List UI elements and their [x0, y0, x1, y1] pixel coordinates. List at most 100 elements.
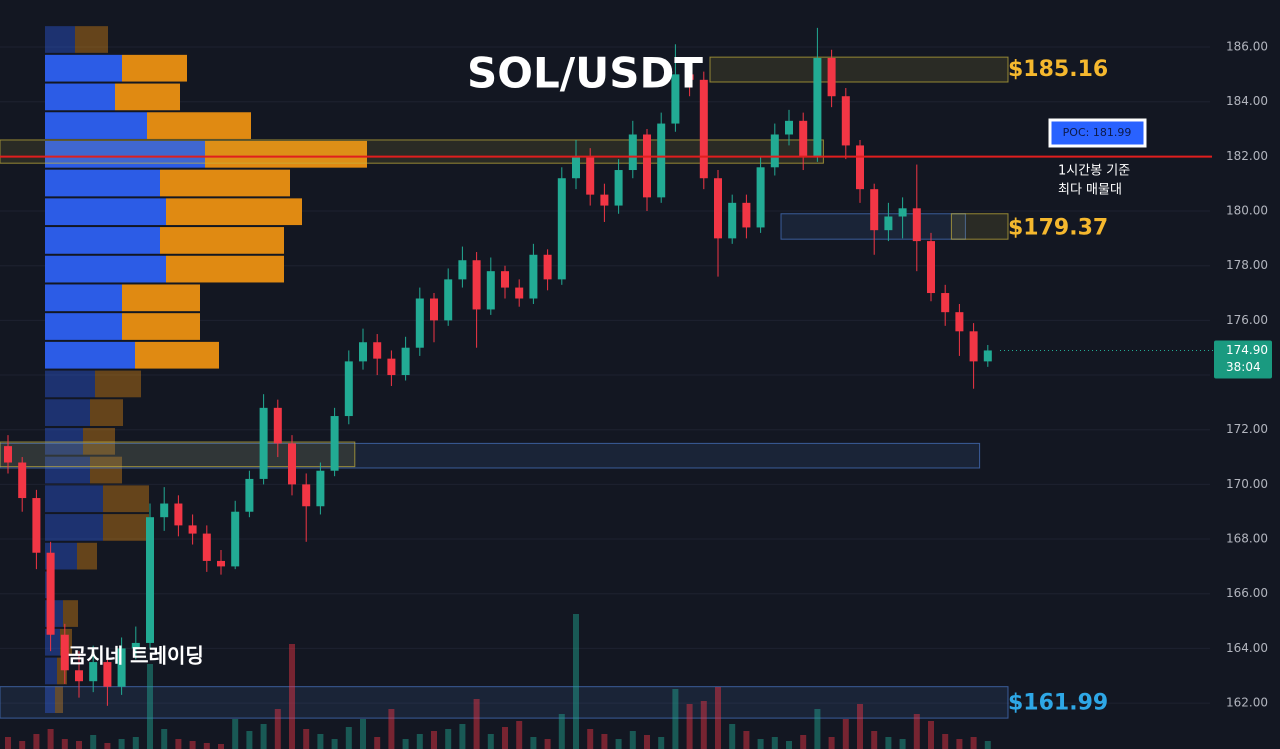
profile-sell	[103, 514, 149, 541]
candle-body	[628, 134, 637, 171]
volume-bar	[743, 731, 750, 749]
profile-buy	[45, 83, 115, 111]
candle-body	[884, 216, 893, 231]
y-tick-label: 182.00	[1226, 149, 1268, 163]
volume-bar	[587, 729, 594, 749]
volume-bar	[530, 737, 537, 749]
candle-body	[316, 470, 325, 507]
candle-body	[302, 484, 311, 507]
candle-body	[699, 79, 708, 179]
volume-bar	[502, 727, 508, 749]
volume-bar	[644, 735, 650, 749]
profile-sell	[90, 456, 122, 484]
profile-buy	[45, 198, 166, 226]
volume-bar	[218, 744, 224, 749]
zone	[709, 56, 1009, 83]
candle-body	[359, 342, 367, 362]
y-tick-label: 168.00	[1226, 532, 1268, 546]
candle-body	[799, 120, 808, 157]
profile-buy	[45, 657, 57, 685]
volume-bar	[33, 734, 40, 749]
candle-body	[770, 134, 779, 168]
y-tick-label: 170.00	[1226, 477, 1268, 491]
y-tick-label: 180.00	[1226, 204, 1268, 218]
profile-buy	[45, 427, 83, 455]
volume-bar	[90, 735, 97, 749]
profile-buy	[45, 284, 122, 312]
profile-sell	[122, 284, 200, 312]
profile-buy	[45, 686, 55, 714]
candle-body	[273, 407, 282, 444]
candle-body	[60, 634, 69, 671]
chart-title: SOL/USDT	[467, 49, 703, 98]
candle-body	[458, 260, 467, 280]
volume-bar	[842, 719, 849, 749]
profile-sell	[122, 313, 200, 340]
volume-bar	[857, 704, 863, 749]
volume-bar	[317, 734, 324, 749]
profile-buy	[45, 26, 75, 53]
candle-body	[529, 254, 538, 299]
profile-buy	[45, 227, 160, 254]
volume-bar	[871, 731, 878, 749]
volume-bar	[715, 687, 721, 749]
zone	[0, 686, 1009, 719]
candle-body	[430, 298, 438, 321]
y-tick-label: 166.00	[1226, 586, 1268, 600]
profile-sell	[83, 427, 115, 455]
candle-body	[103, 662, 112, 687]
watermark: 곰지네 트레이딩	[68, 644, 204, 668]
volume-bar	[729, 724, 736, 749]
volume-bar	[928, 721, 934, 749]
candle-body	[941, 293, 950, 313]
candle-body	[614, 170, 623, 206]
profile-sell	[90, 399, 123, 426]
price-label: $185.16	[1008, 57, 1108, 82]
volume-bar	[19, 741, 26, 749]
y-tick-label: 184.00	[1226, 94, 1268, 108]
candle-body	[387, 358, 396, 376]
volume-bar	[459, 724, 466, 749]
candle-body	[18, 462, 27, 499]
candle-body	[714, 178, 722, 239]
zone	[950, 213, 1009, 240]
candle-body	[983, 350, 992, 362]
volume-bar	[658, 737, 665, 749]
candle-body	[785, 120, 793, 135]
volume-bar	[786, 741, 792, 749]
candle-body	[827, 57, 836, 97]
y-tick-label: 178.00	[1226, 258, 1268, 272]
profile-buy	[45, 370, 95, 398]
volume-bar	[431, 731, 437, 749]
volume-bar	[246, 731, 253, 749]
candle-body	[188, 525, 197, 534]
volume-bar	[445, 729, 452, 749]
candle-body	[586, 156, 595, 195]
volume-bar	[232, 719, 239, 749]
candle-body	[813, 57, 822, 157]
volume-bar	[956, 739, 963, 749]
candle-body	[742, 202, 751, 228]
profile-buy	[45, 456, 90, 484]
volume-bar	[345, 727, 352, 749]
candle-body	[401, 347, 410, 376]
candle-body	[415, 298, 424, 348]
candle-body	[927, 241, 935, 294]
volume-bar	[828, 737, 835, 749]
profile-sell	[147, 112, 251, 139]
candle-body	[486, 271, 495, 310]
candle-body	[131, 642, 140, 649]
poc-note: 최다 매물대	[1058, 183, 1122, 198]
volume-bar	[76, 741, 82, 749]
candle-body	[898, 208, 907, 217]
candle-body	[671, 74, 680, 124]
candle-body	[160, 503, 169, 518]
candle-body	[4, 446, 12, 463]
candle-body	[472, 260, 481, 310]
y-tick-label: 162.00	[1226, 696, 1268, 710]
volume-bar	[61, 739, 68, 749]
volume-bar	[558, 714, 565, 749]
candle-body	[330, 416, 339, 471]
y-tick-label: 186.00	[1226, 40, 1268, 54]
